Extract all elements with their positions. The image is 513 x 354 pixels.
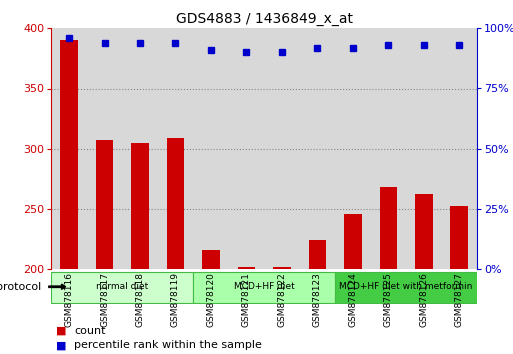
Bar bbox=[95, 140, 113, 354]
Bar bbox=[122, 28, 158, 269]
Bar bbox=[300, 28, 335, 269]
Text: GSM878124: GSM878124 bbox=[348, 272, 358, 327]
Bar bbox=[370, 28, 406, 269]
Text: ■: ■ bbox=[56, 340, 67, 350]
Bar bbox=[335, 28, 370, 269]
Bar bbox=[158, 28, 193, 269]
Text: GSM878121: GSM878121 bbox=[242, 272, 251, 327]
Text: GSM878119: GSM878119 bbox=[171, 272, 180, 327]
Bar bbox=[273, 267, 291, 354]
Bar bbox=[87, 28, 122, 269]
Text: normal diet: normal diet bbox=[96, 282, 148, 291]
Bar bbox=[380, 187, 397, 354]
Bar bbox=[167, 138, 184, 354]
Bar bbox=[229, 28, 264, 269]
Bar bbox=[415, 194, 433, 354]
Text: GSM878116: GSM878116 bbox=[65, 272, 73, 327]
Text: GSM878123: GSM878123 bbox=[313, 272, 322, 327]
FancyBboxPatch shape bbox=[193, 272, 335, 303]
FancyBboxPatch shape bbox=[51, 272, 193, 303]
Text: GSM878127: GSM878127 bbox=[455, 272, 464, 327]
Title: GDS4883 / 1436849_x_at: GDS4883 / 1436849_x_at bbox=[175, 12, 353, 26]
Bar bbox=[60, 40, 78, 354]
Bar bbox=[450, 206, 468, 354]
Text: GSM878125: GSM878125 bbox=[384, 272, 393, 327]
Text: GSM878117: GSM878117 bbox=[100, 272, 109, 327]
Text: MCD+HF diet: MCD+HF diet bbox=[234, 282, 294, 291]
Bar bbox=[264, 28, 300, 269]
Text: GSM878122: GSM878122 bbox=[278, 272, 286, 327]
Bar bbox=[131, 143, 149, 354]
Bar bbox=[238, 267, 255, 354]
Bar bbox=[406, 28, 442, 269]
Bar bbox=[344, 214, 362, 354]
Text: ■: ■ bbox=[56, 326, 67, 336]
Bar bbox=[308, 240, 326, 354]
Text: count: count bbox=[74, 326, 106, 336]
Bar bbox=[202, 250, 220, 354]
Text: percentile rank within the sample: percentile rank within the sample bbox=[74, 340, 262, 350]
Text: MCD+HF diet with metformin: MCD+HF diet with metformin bbox=[340, 282, 473, 291]
Text: protocol: protocol bbox=[0, 282, 41, 292]
Text: GSM878118: GSM878118 bbox=[135, 272, 145, 327]
FancyBboxPatch shape bbox=[335, 272, 477, 303]
Bar bbox=[442, 28, 477, 269]
Bar bbox=[51, 28, 87, 269]
Text: GSM878126: GSM878126 bbox=[419, 272, 428, 327]
Bar bbox=[193, 28, 229, 269]
Text: GSM878120: GSM878120 bbox=[206, 272, 215, 327]
